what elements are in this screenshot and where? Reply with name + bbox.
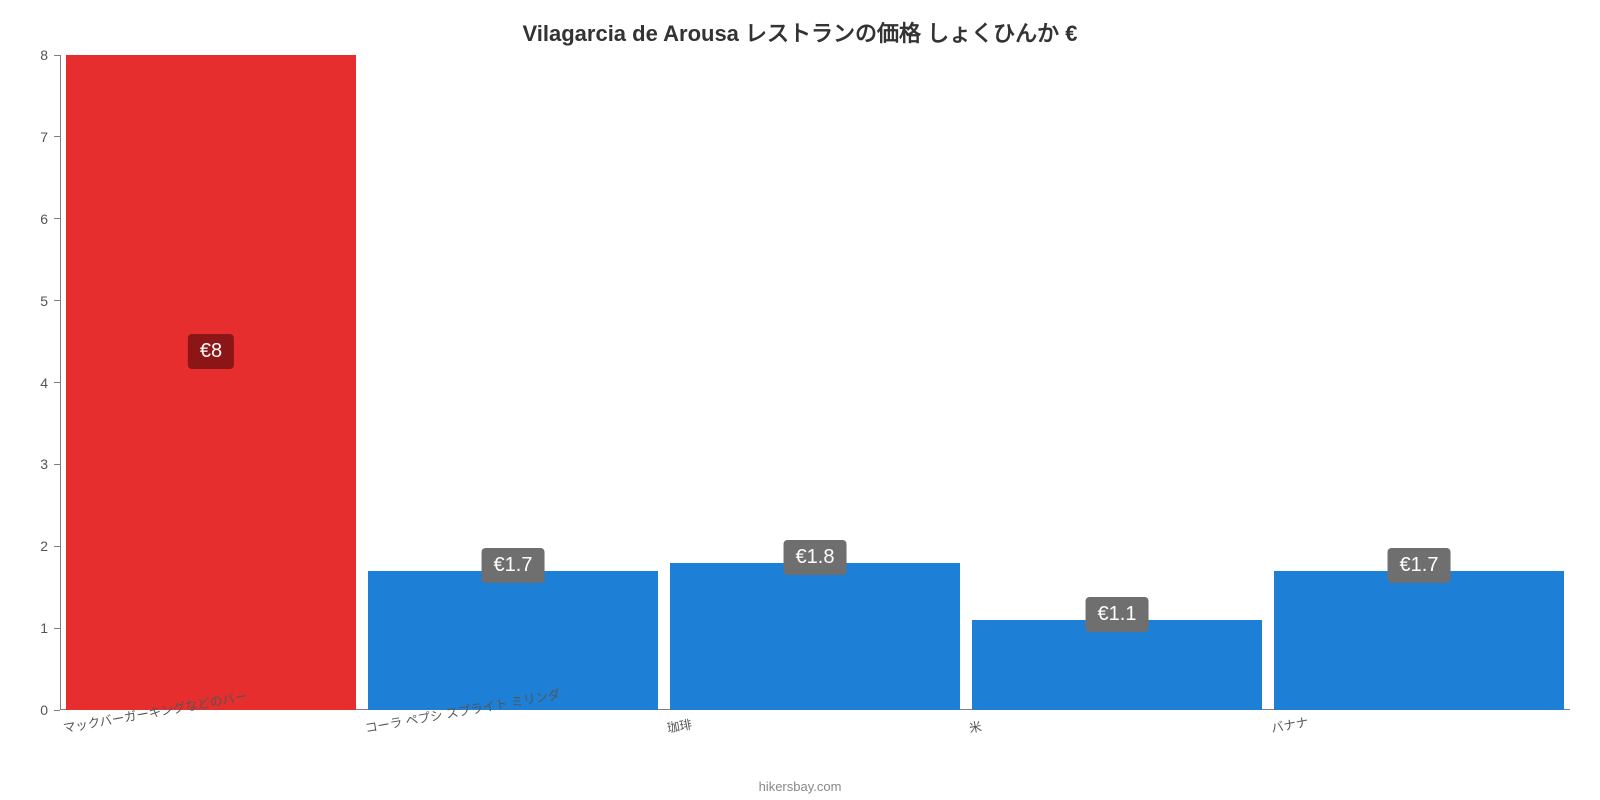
y-tick-label: 5 [40, 293, 60, 309]
bar: €1.8 [670, 563, 960, 710]
bar-value-label: €1.1 [1086, 597, 1149, 632]
bar-value-label: €1.8 [784, 540, 847, 575]
y-tick-label: 3 [40, 456, 60, 472]
y-tick-label: 7 [40, 129, 60, 145]
chart-title: Vilagarcia de Arousa レストランの価格 しょくひんか € [0, 16, 1600, 48]
y-tick-label: 8 [40, 47, 60, 63]
y-tick-label: 1 [40, 620, 60, 636]
plot-area: 012345678€8マックバーガーキングなどのバー€1.7コーラ ペプシ スプ… [60, 55, 1570, 710]
x-category-label: 珈琲 [664, 706, 693, 737]
bar: €1.7 [1274, 571, 1564, 710]
y-axis-line [60, 55, 61, 710]
chart-container: Vilagarcia de Arousa レストランの価格 しょくひんか € 0… [0, 0, 1600, 800]
bar-value-label: €1.7 [482, 548, 545, 583]
y-tick-label: 2 [40, 538, 60, 554]
bar-value-label: €8 [188, 334, 234, 369]
y-tick-label: 4 [40, 375, 60, 391]
bar: €1.1 [972, 620, 1262, 710]
y-tick-label: 0 [40, 702, 60, 718]
x-category-label: 米 [966, 708, 983, 737]
bar: €8 [66, 55, 356, 710]
x-category-label: バナナ [1268, 703, 1310, 736]
y-tick-label: 6 [40, 211, 60, 227]
source-text: hikersbay.com [0, 779, 1600, 794]
bar-value-label: €1.7 [1388, 548, 1451, 583]
